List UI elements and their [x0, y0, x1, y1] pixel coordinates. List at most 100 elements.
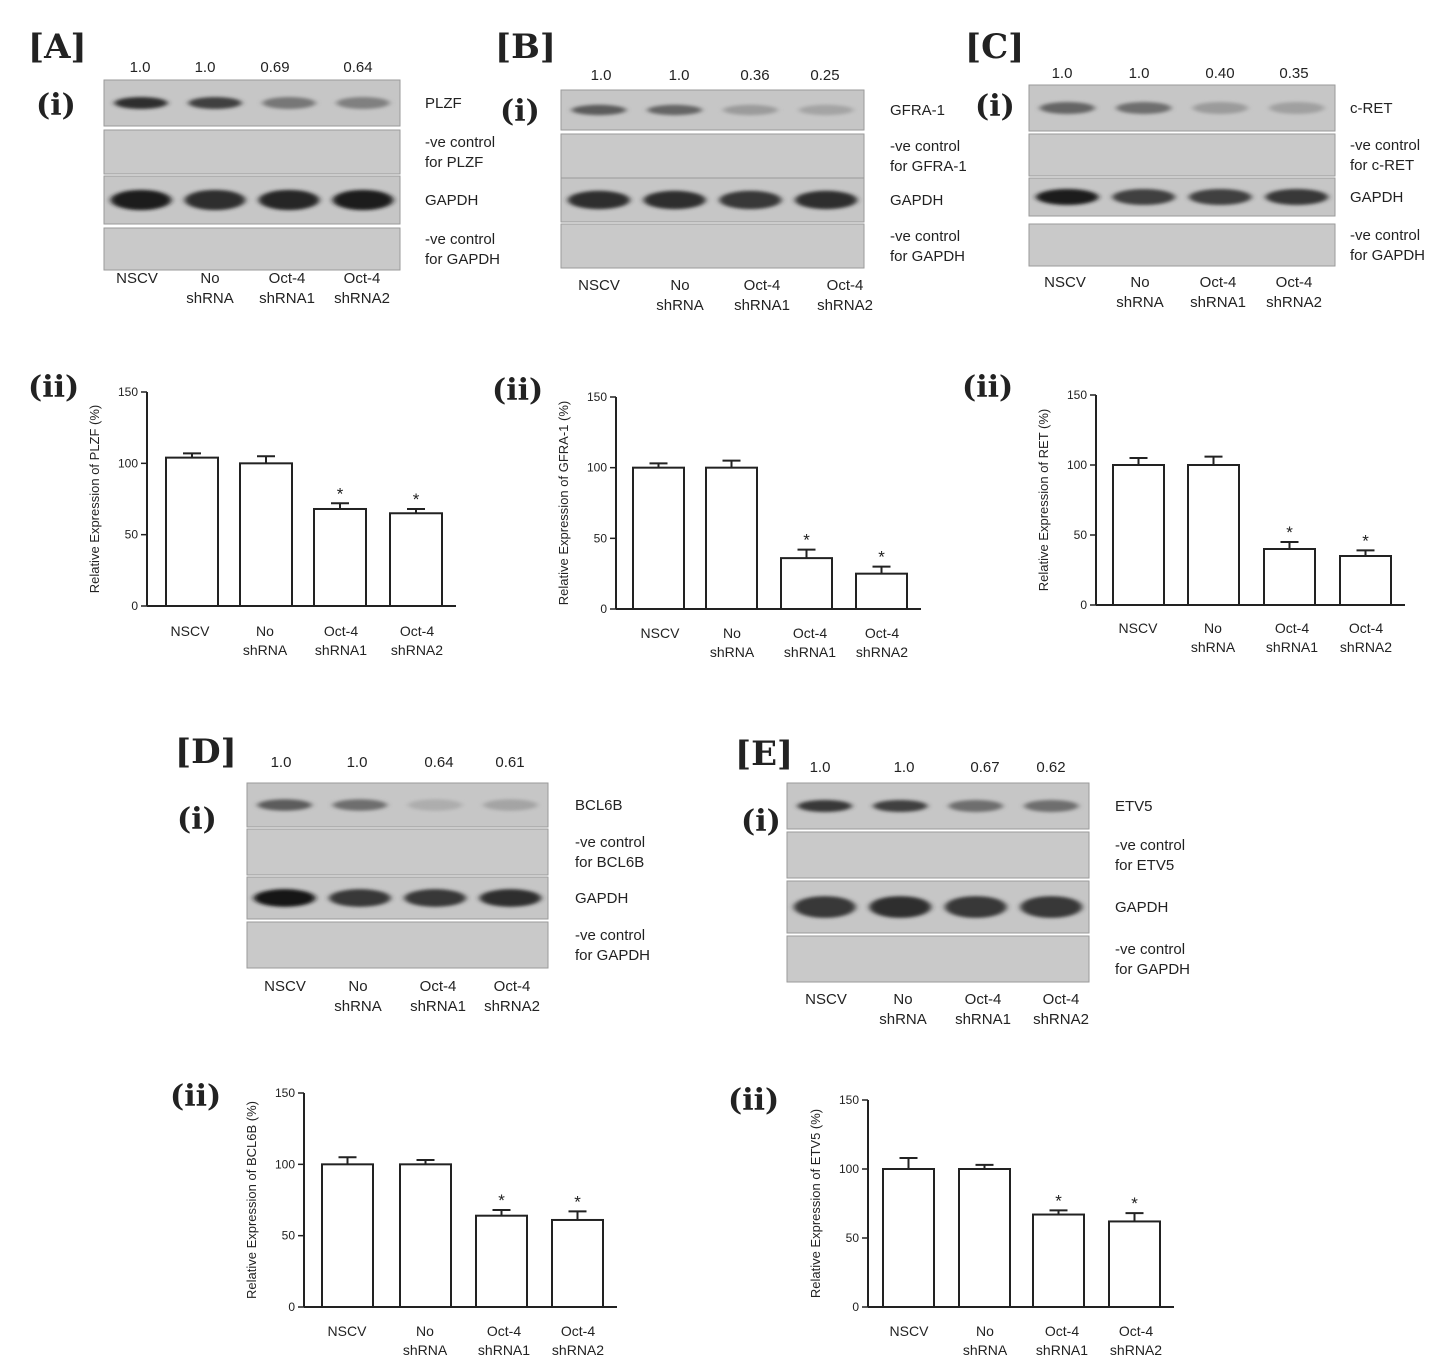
x-category-label: No — [723, 625, 741, 641]
lane-label: shRNA2 — [484, 998, 540, 1015]
x-category-label: No — [1204, 620, 1222, 636]
blot-row-label: -ve control — [575, 834, 645, 851]
y-tick-label: 100 — [1067, 458, 1087, 472]
blot-membrane — [560, 223, 865, 269]
lane-label: Oct-4 — [965, 991, 1002, 1008]
bar — [165, 456, 219, 608]
chart-sublabel: (ii) — [492, 373, 543, 408]
lane-label: No — [1130, 274, 1149, 291]
blot-sublabel: (i) — [36, 88, 76, 123]
blot-membrane — [246, 921, 549, 969]
densitometry-value: 1.0 — [669, 67, 690, 84]
blot-row-label: -ve control — [890, 138, 960, 155]
blot-strip-target — [246, 782, 549, 828]
chart-sublabel: (ii) — [28, 370, 79, 405]
blot-band — [793, 896, 856, 918]
densitometry-value: 0.69 — [260, 59, 289, 76]
blot-band — [257, 799, 312, 811]
panel-d: [D] (i) 1.0 1.0 0.64 0.61 BCL6B -ve control for … — [170, 732, 650, 1357]
bar — [1032, 1213, 1085, 1309]
lane-label: shRNA1 — [1190, 294, 1246, 311]
significance-marker: * — [803, 531, 810, 550]
blot-band — [1265, 189, 1329, 205]
blot-row-label: for GAPDH — [1350, 247, 1425, 264]
bar-chart: 0 50 100 150 Relative Expression of BCL6B (%… — [244, 1086, 617, 1357]
blot-row-label: for BCL6B — [575, 854, 644, 871]
blot-band — [114, 97, 168, 109]
blot-band — [184, 189, 246, 211]
y-axis-title: Relative Expression of ETV5 (%) — [808, 1109, 823, 1298]
densitometry-value: 1.0 — [1052, 65, 1073, 82]
bar — [399, 1163, 452, 1309]
blot-band — [869, 896, 932, 918]
x-category-label: NSCV — [328, 1323, 368, 1339]
blot-row-label: for PLZF — [425, 154, 483, 171]
blot-strip-gapdh — [246, 876, 549, 920]
blot-band — [188, 97, 242, 109]
x-category-label: Oct-4 — [793, 625, 827, 641]
blot-band — [723, 104, 778, 116]
bar — [1108, 1220, 1161, 1308]
blot-band — [873, 800, 928, 812]
densitometry-value: 1.0 — [130, 59, 151, 76]
blot-strip-control — [560, 223, 865, 269]
blot-sublabel: (i) — [741, 804, 781, 839]
lane-label: Oct-4 — [1200, 274, 1237, 291]
blot-row-label: GAPDH — [1115, 899, 1168, 916]
bar-chart: 0 50 100 150 Relative Expression of RET (%) *… — [1036, 388, 1405, 655]
significance-marker: * — [498, 1191, 505, 1210]
lane-label: shRNA — [1116, 294, 1164, 311]
blot-band — [719, 190, 782, 210]
densitometry-value: 0.40 — [1205, 65, 1234, 82]
blot-strip-gapdh — [560, 177, 865, 223]
y-tick-label: 0 — [1080, 598, 1087, 612]
densitometry-value: 0.67 — [970, 759, 999, 776]
x-category-label: Oct-4 — [400, 623, 434, 639]
blot-band — [329, 889, 391, 907]
blot-band — [332, 799, 387, 811]
blot-row-label: for ETV5 — [1115, 857, 1174, 874]
blot-band — [1024, 800, 1079, 812]
y-tick-label: 50 — [282, 1229, 296, 1243]
blot-membrane — [246, 828, 549, 876]
lane-label: Oct-4 — [827, 277, 864, 294]
x-category-label: Oct-4 — [1275, 620, 1309, 636]
blot-strip-target — [786, 782, 1090, 830]
lane-label: No — [893, 991, 912, 1008]
x-category-label: Oct-4 — [865, 625, 899, 641]
blot-strip-control — [103, 227, 401, 271]
blot-band — [1035, 189, 1099, 205]
x-category-label: Oct-4 — [1349, 620, 1383, 636]
x-category-label: shRNA — [1191, 639, 1236, 655]
y-tick-label: 50 — [1074, 528, 1088, 542]
blot-band — [797, 800, 852, 812]
blot-band — [1192, 102, 1248, 114]
blot-row-label: GAPDH — [1350, 189, 1403, 206]
blot-row-label: ETV5 — [1115, 798, 1153, 815]
blot-sublabel: (i) — [975, 89, 1015, 124]
blot-band — [571, 104, 627, 116]
bar — [855, 572, 908, 611]
blot-row-label: for GAPDH — [575, 947, 650, 964]
x-category-label: shRNA — [963, 1342, 1008, 1357]
bar-chart: 0 50 100 150 Relative Expression of GFRA-1 (… — [556, 390, 921, 660]
y-tick-label: 50 — [125, 528, 139, 542]
blot-band — [1116, 102, 1172, 114]
blot-row-label: for c-RET — [1350, 157, 1414, 174]
panel-letter: [B] — [495, 27, 556, 67]
lane-label: NSCV — [1044, 274, 1086, 291]
x-category-label: shRNA2 — [552, 1342, 604, 1357]
blot-strip-gapdh — [103, 175, 401, 225]
y-tick-label: 150 — [1067, 388, 1087, 402]
blot-membrane — [1028, 133, 1336, 177]
blot-strip-control — [1028, 133, 1336, 177]
lane-label: NSCV — [805, 991, 847, 1008]
y-axis-title: Relative Expression of GFRA-1 (%) — [556, 401, 571, 605]
blot-row-label: -ve control — [425, 231, 495, 248]
x-category-label: shRNA — [403, 1342, 448, 1357]
lane-label: shRNA2 — [817, 297, 873, 314]
blot-band — [795, 190, 858, 210]
x-category-label: shRNA1 — [784, 644, 836, 660]
bar — [705, 466, 758, 610]
blot-row-label: PLZF — [425, 95, 462, 112]
